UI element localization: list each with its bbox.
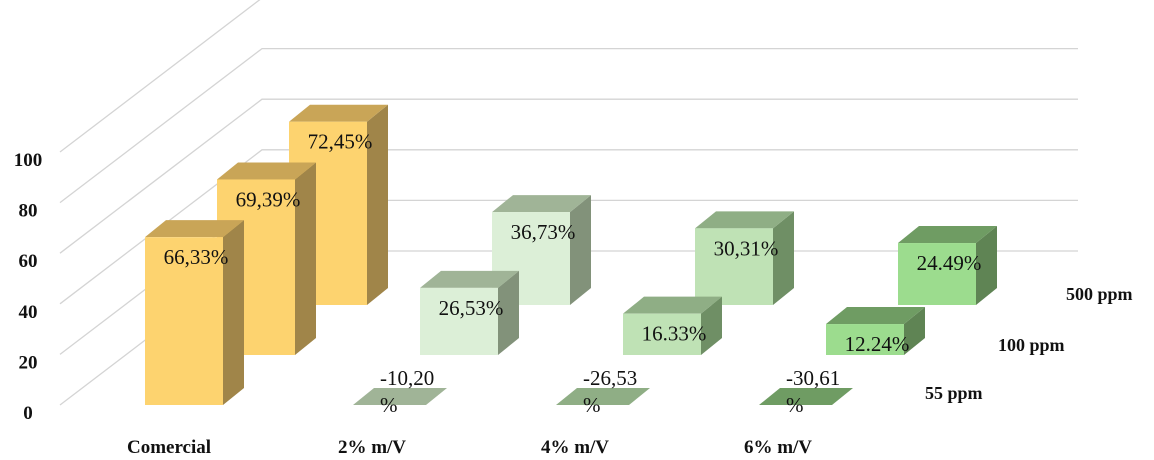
- gridline: [59, 47, 1078, 204]
- bar-front: [145, 237, 223, 405]
- series-label: 500 ppm: [1066, 284, 1133, 304]
- data-label: 36,73%: [511, 220, 576, 244]
- bar: 16.33%: [623, 296, 722, 355]
- bar-side: [904, 307, 925, 355]
- bar-side: [701, 296, 722, 355]
- bar: 26,53%: [420, 270, 519, 355]
- bar-top: [492, 195, 591, 213]
- bar: 12.24%: [826, 307, 925, 356]
- bar-side: [295, 162, 316, 355]
- y-tick-label: 40: [19, 302, 38, 323]
- bar-side: [367, 104, 388, 305]
- grid-layer: [59, 0, 1078, 406]
- bar-top: [217, 162, 316, 180]
- bar: -26,53%: [556, 366, 650, 417]
- data-label: 30,31%: [714, 236, 779, 260]
- bar-floor-tile: [759, 388, 853, 405]
- bar-side: [223, 220, 244, 405]
- series-axis: 55 ppm 100 ppm 500 ppm: [925, 284, 1133, 403]
- bar-top: [145, 220, 244, 238]
- y-tick-label: 80: [19, 201, 38, 222]
- series-label: 100 ppm: [998, 335, 1065, 355]
- bar-side: [773, 211, 794, 305]
- data-label: 16.33%: [642, 322, 707, 346]
- data-label: 66,33%: [164, 245, 229, 269]
- bar: 36,73%: [492, 195, 591, 305]
- y-tick-label: 20: [19, 352, 38, 373]
- bar-front: [826, 324, 904, 355]
- data-label: 26,53%: [439, 296, 504, 320]
- data-label: -30,61%: [786, 366, 840, 417]
- data-label: 72,45%: [308, 130, 373, 154]
- bar-floor-tile: [353, 388, 447, 405]
- category-axis: Comercial 2% m/V 4% m/V 6% m/V: [127, 437, 812, 458]
- data-label: -10,20%: [380, 366, 434, 417]
- bar: -30,61%: [759, 366, 853, 417]
- bar-top: [695, 211, 794, 229]
- bar: 30,31%: [695, 211, 794, 305]
- data-label: -26,53%: [583, 366, 637, 417]
- bar-side: [570, 195, 591, 305]
- category-label: 6% m/V: [744, 437, 812, 458]
- data-label: 12.24%: [845, 332, 910, 356]
- bar: 24.49%: [898, 226, 997, 305]
- bar: 66,33%: [145, 220, 244, 405]
- bar-top: [898, 226, 997, 244]
- bar-front: [695, 228, 773, 305]
- bar-top: [623, 296, 722, 314]
- bar: 72,45%: [289, 104, 388, 305]
- gridline: [59, 98, 1078, 254]
- data-label: 24.49%: [917, 251, 982, 275]
- bar-top: [289, 104, 388, 122]
- y-axis-ticks: 0 20 40 60 80 100: [14, 150, 43, 424]
- bar-floor-tile: [556, 388, 650, 405]
- y-tick-label: 0: [23, 403, 33, 424]
- bar-side: [976, 226, 997, 305]
- bar-top: [826, 307, 925, 325]
- bar-side: [498, 270, 519, 355]
- series-label: 55 ppm: [925, 383, 983, 403]
- category-label: Comercial: [127, 437, 211, 458]
- category-label: 4% m/V: [541, 437, 609, 458]
- category-label: 2% m/V: [338, 437, 406, 458]
- data-label: 69,39%: [236, 187, 301, 211]
- gridline: [59, 0, 261, 153]
- y-tick-label: 60: [19, 251, 38, 272]
- bar: -10,20%: [353, 366, 447, 417]
- bar-front: [623, 313, 701, 355]
- y-tick-label: 100: [14, 150, 43, 171]
- gridline: [59, 149, 1078, 305]
- bar-front: [898, 243, 976, 305]
- bar-top: [420, 270, 519, 288]
- bar-front: [420, 287, 498, 355]
- bars-layer: 72,45% 36,73% 30,31% 24.49% 69,39% 26,53% 16.3…: [145, 104, 997, 417]
